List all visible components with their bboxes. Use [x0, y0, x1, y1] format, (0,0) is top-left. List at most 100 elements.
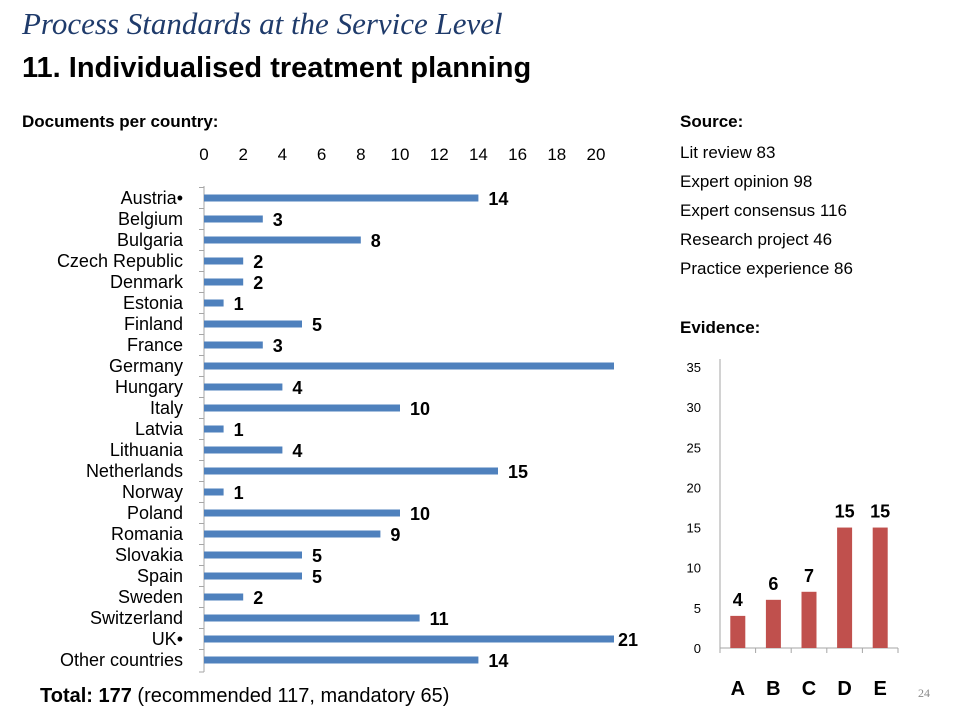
x-tick-label: B — [766, 678, 780, 700]
x-tick-label: 20 — [587, 145, 606, 164]
y-tick-label: 0 — [694, 641, 701, 656]
category-label: France — [127, 335, 183, 355]
category-label: Sweden — [118, 587, 183, 607]
page-number: 24 — [918, 686, 930, 700]
data-label: 1 — [234, 420, 244, 440]
category-label: Romania — [111, 524, 184, 544]
bar — [204, 572, 302, 580]
bar — [204, 320, 302, 328]
bar — [765, 599, 781, 648]
bar — [204, 446, 283, 454]
data-label: 5 — [312, 315, 322, 335]
category-label: Other countries — [60, 650, 183, 670]
category-label: Netherlands — [86, 461, 183, 481]
category-label: Switzerland — [90, 608, 183, 628]
data-label: 4 — [292, 378, 302, 398]
bar — [204, 257, 244, 265]
data-label: 5 — [312, 567, 322, 587]
data-label: 7 — [804, 566, 814, 586]
data-label: 4 — [292, 441, 302, 461]
x-tick-label: 14 — [469, 145, 488, 164]
category-label: Germany — [109, 356, 183, 376]
x-tick-label: 2 — [238, 145, 247, 164]
bar — [204, 467, 498, 475]
total-breakdown: (recommended 117, mandatory 65) — [131, 685, 450, 707]
bar — [204, 593, 244, 601]
bar — [204, 614, 420, 622]
y-tick-label: 15 — [687, 521, 701, 536]
slide-title: Process Standards at the Service Level — [22, 6, 503, 41]
x-tick-label: 16 — [508, 145, 527, 164]
x-tick-label: 12 — [430, 145, 449, 164]
data-label: 4 — [733, 590, 743, 610]
category-label: Belgium — [118, 209, 183, 229]
category-label: Spain — [137, 566, 183, 586]
bar — [204, 509, 400, 517]
category-label: UK• — [152, 629, 183, 649]
x-tick-label: 6 — [317, 145, 326, 164]
y-tick-label: 5 — [694, 601, 701, 616]
source-item: Research project 46 — [680, 230, 833, 249]
data-label: 14 — [488, 189, 508, 209]
bar — [204, 278, 244, 286]
data-label: 15 — [508, 462, 528, 482]
documents-label: Documents per country: — [22, 112, 219, 131]
bar — [204, 488, 224, 496]
x-tick-label: A — [731, 678, 745, 700]
bar — [730, 615, 746, 648]
source-item: Practice experience 86 — [680, 259, 853, 278]
bar — [801, 591, 817, 648]
data-label: 8 — [371, 231, 381, 251]
x-tick-label: C — [802, 678, 816, 700]
category-label: Lithuania — [110, 440, 184, 460]
category-label: Norway — [122, 482, 183, 502]
bar — [872, 527, 888, 648]
category-label: Slovakia — [115, 545, 184, 565]
bar — [204, 635, 614, 643]
source-label: Source: — [680, 112, 744, 131]
bar — [204, 656, 479, 664]
category-label: Italy — [150, 398, 183, 418]
y-tick-label: 35 — [687, 360, 701, 375]
category-label: Latvia — [135, 419, 184, 439]
source-item: Lit review 83 — [680, 143, 776, 162]
data-label: 11 — [430, 609, 449, 629]
data-label: 5 — [312, 546, 322, 566]
bar — [204, 404, 400, 412]
bar — [837, 527, 853, 648]
category-label: Finland — [124, 314, 183, 334]
x-tick-label: 0 — [199, 145, 208, 164]
x-tick-label: E — [874, 678, 887, 700]
category-label: Hungary — [115, 377, 183, 397]
category-label: Estonia — [123, 293, 184, 313]
x-tick-label: D — [837, 678, 851, 700]
x-tick-label: 4 — [278, 145, 287, 164]
category-label: Poland — [127, 503, 183, 523]
data-label: 1 — [234, 483, 244, 503]
data-label: 3 — [273, 336, 283, 356]
evidence-bar-chart: 0 5 10 15 20 25 30 35 4 A 6 B 7 C 15 D 15 E — [687, 358, 899, 700]
bar — [204, 551, 302, 559]
bar — [204, 383, 283, 391]
data-label: 9 — [390, 525, 400, 545]
total-value: Total: 177 — [40, 685, 132, 707]
category-label: Bulgaria — [117, 230, 184, 250]
y-tick-label: 20 — [687, 480, 701, 495]
data-label: 6 — [768, 574, 778, 594]
category-label: Denmark — [110, 272, 184, 292]
bar — [204, 215, 263, 223]
data-label: 1 — [234, 294, 244, 314]
bar — [204, 236, 361, 244]
data-label: 15 — [835, 502, 855, 522]
category-label: Austria• — [121, 188, 183, 208]
slide-subtitle: 11. Individualised treatment planning — [22, 52, 532, 84]
y-tick-label: 30 — [687, 400, 701, 415]
y-tick-label: 10 — [687, 561, 701, 576]
bar — [204, 362, 614, 370]
bar — [204, 194, 479, 202]
bar — [204, 530, 381, 538]
data-label: 2 — [253, 588, 263, 608]
data-label: 10 — [410, 399, 430, 419]
data-label: 21 — [618, 630, 638, 650]
